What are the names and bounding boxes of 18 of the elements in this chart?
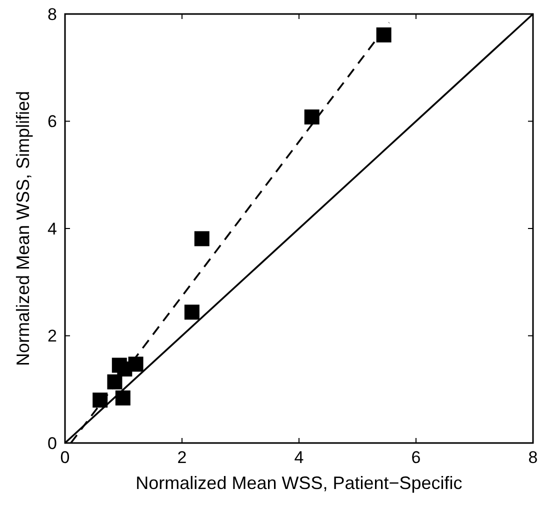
point	[115, 390, 130, 406]
y-tick-label: 4	[48, 219, 57, 238]
x-tick-label: 4	[294, 448, 304, 467]
point	[128, 356, 144, 372]
y-tick-label: 0	[48, 434, 57, 453]
x-tick-label: 0	[60, 448, 70, 467]
y-tick-label: 6	[48, 112, 57, 132]
x-tick-label: 6	[411, 448, 421, 467]
y-axis-title: Normalized Mean WSS, Simplified	[13, 90, 33, 366]
x-axis-title: Normalized Mean WSS, Patient−Specific	[136, 473, 462, 493]
point	[194, 231, 210, 246]
point	[376, 27, 392, 42]
x-tick-label: 2	[177, 448, 187, 467]
point	[184, 304, 200, 320]
x-tick-label: 8	[528, 448, 538, 467]
y-tick-label: 2	[48, 326, 57, 346]
y-tick-label: 8	[48, 4, 57, 24]
point	[304, 109, 320, 124]
